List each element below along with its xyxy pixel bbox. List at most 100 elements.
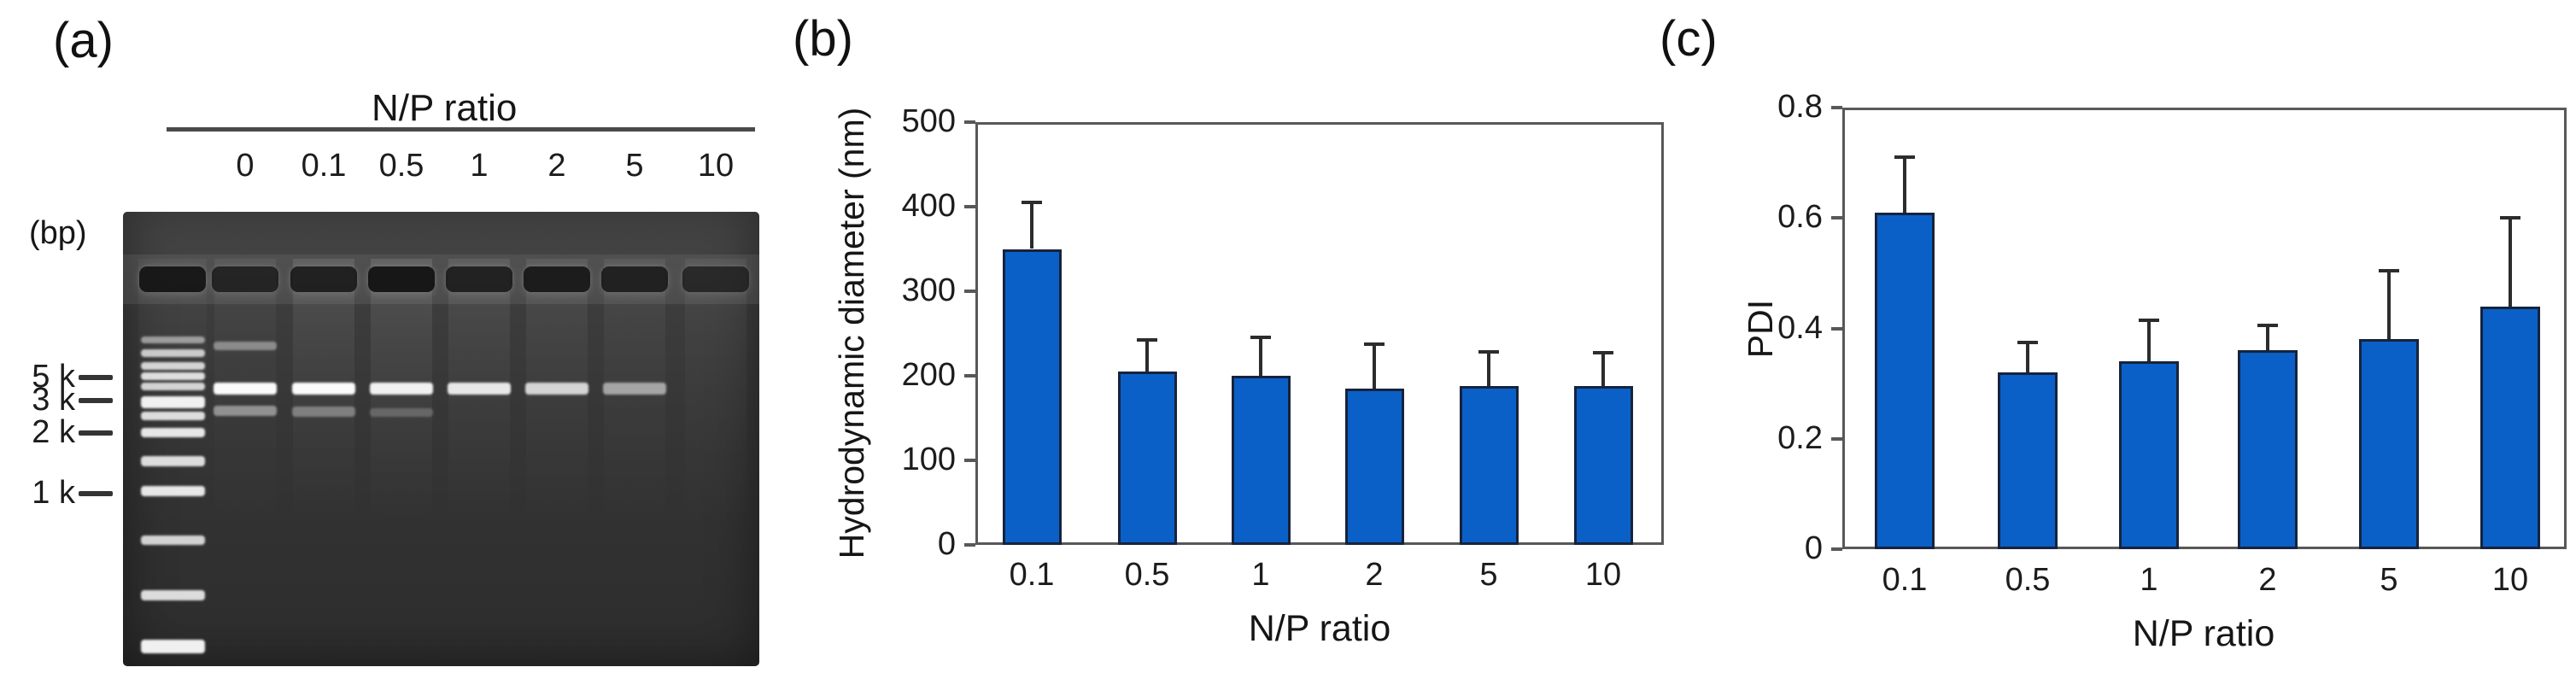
gel-lane-streak	[526, 259, 588, 617]
x-tick-label-hydrodynamic-diameter-10: 10	[1584, 557, 1622, 593]
gel-extra-band-lane-0.5	[370, 408, 433, 417]
x-tick-label-hydrodynamic-diameter-0.5: 0.5	[1124, 557, 1170, 593]
gel-ladder-band	[141, 486, 205, 496]
y-axis-title-pdi: PDI	[1741, 299, 1780, 359]
error-bar-cap-pdi-1	[2139, 318, 2159, 322]
bar-pdi-2	[2238, 350, 2298, 549]
gel-size-marker-label-2k: 2 k	[32, 414, 75, 450]
gel-lane-label-0: 0	[236, 148, 255, 184]
gel-lane-streak	[448, 259, 510, 617]
x-tick-label-pdi-10: 10	[2491, 562, 2529, 598]
y-tick-hydrodynamic-diameter	[964, 459, 975, 462]
gel-image	[123, 212, 759, 666]
error-bar-cap-hydrodynamic-diameter-2	[1364, 342, 1385, 347]
error-bar-cap-hydrodynamic-diameter-0.1	[1022, 201, 1042, 205]
gel-size-marker-dash	[79, 491, 113, 496]
x-tick-label-pdi-0.5: 0.5	[2005, 562, 2051, 598]
y-tick-label-pdi: 0.4	[1777, 309, 1823, 346]
gel-ladder-band	[141, 348, 205, 357]
bp-unit-label: (bp)	[29, 215, 87, 251]
gel-ladder-band	[141, 336, 205, 343]
gel-ladder-band	[141, 382, 205, 390]
x-tick-label-pdi-1: 1	[2140, 562, 2158, 598]
error-bar-cap-hydrodynamic-diameter-5	[1478, 350, 1499, 354]
error-bar-stem-hydrodynamic-diameter-2	[1373, 344, 1376, 389]
gel-sample-band-lane-2	[525, 383, 588, 395]
y-tick-pdi	[1831, 547, 1842, 551]
error-bar-cap-pdi-5	[2379, 268, 2399, 272]
x-axis-title-hydrodynamic-diameter: N/P ratio	[1248, 608, 1391, 649]
bar-pdi-1	[2119, 361, 2179, 549]
gel-sample-band-lane-0.1	[292, 383, 355, 395]
x-tick-label-hydrodynamic-diameter-0.1: 0.1	[1009, 557, 1055, 593]
gel-size-marker-dash	[79, 398, 113, 403]
y-tick-label-pdi: 0.2	[1777, 419, 1823, 456]
y-tick-label-pdi: 0	[1804, 530, 1823, 566]
error-bar-stem-hydrodynamic-diameter-5	[1487, 352, 1490, 386]
error-bar-stem-pdi-0.5	[2026, 342, 2029, 373]
y-tick-hydrodynamic-diameter	[964, 374, 975, 377]
bar-pdi-0.1	[1875, 212, 1935, 549]
y-tick-hydrodynamic-diameter	[964, 120, 975, 124]
x-tick-label-hydrodynamic-diameter-2: 2	[1365, 557, 1384, 593]
error-bar-stem-pdi-0.1	[1903, 157, 1906, 213]
y-tick-label-hydrodynamic-diameter: 500	[901, 103, 956, 139]
bar-hydrodynamic-diameter-0.1	[1002, 249, 1062, 545]
gel-size-marker-label-1k: 1 k	[32, 475, 75, 511]
y-tick-pdi	[1831, 216, 1842, 220]
gel-ladder-band	[141, 640, 205, 653]
gel-well	[601, 266, 668, 292]
y-tick-label-hydrodynamic-diameter: 0	[937, 526, 956, 562]
y-tick-pdi	[1831, 436, 1842, 441]
y-tick-hydrodynamic-diameter	[964, 543, 975, 547]
gel-sample-band-lane-1	[448, 383, 511, 395]
x-tick-label-pdi-5: 5	[2380, 562, 2398, 598]
x-tick-label-hydrodynamic-diameter-1: 1	[1251, 557, 1270, 593]
panel-c-label: (c)	[1660, 11, 1718, 67]
gel-ladder-band	[141, 396, 205, 408]
gel-lane-streak	[293, 259, 354, 617]
gel-well	[139, 266, 206, 292]
y-tick-pdi	[1831, 106, 1842, 109]
bar-hydrodynamic-diameter-2	[1344, 388, 1404, 545]
x-axis-title-pdi: N/P ratio	[2132, 613, 2275, 654]
gel-well	[682, 266, 749, 292]
panel-b-label: (b)	[793, 11, 853, 67]
gel-size-marker-dash	[79, 375, 113, 380]
gel-size-marker-dash	[79, 430, 113, 436]
bar-pdi-5	[2359, 339, 2419, 549]
gel-ladder-band	[141, 372, 205, 380]
error-bar-stem-pdi-2	[2266, 325, 2269, 351]
y-tick-hydrodynamic-diameter	[964, 205, 975, 208]
gel-header-rule	[167, 127, 755, 132]
gel-lane-label-0.1: 0.1	[301, 148, 347, 184]
y-axis-title-hydrodynamic-diameter: Hydrodynamic diameter (nm)	[832, 107, 871, 559]
gel-size-marker-label-5k: 5 k	[32, 359, 75, 395]
bar-pdi-10	[2480, 306, 2540, 549]
error-bar-cap-pdi-2	[2257, 324, 2278, 328]
error-bar-cap-hydrodynamic-diameter-1	[1250, 336, 1271, 340]
gel-well	[290, 266, 357, 292]
y-tick-label-pdi: 0.8	[1777, 89, 1823, 125]
y-tick-label-hydrodynamic-diameter: 400	[901, 188, 956, 224]
plot-frame-pdi	[1842, 108, 2567, 549]
gel-extra-band-lane-0	[214, 406, 277, 416]
error-bar-stem-pdi-1	[2147, 319, 2151, 362]
gel-size-marker-label-3k: 3 k	[32, 382, 75, 418]
error-bar-cap-pdi-10	[2500, 216, 2520, 220]
bar-pdi-0.5	[1998, 372, 2058, 549]
x-tick-label-pdi-2: 2	[2258, 562, 2277, 598]
panel-a-label: (a)	[53, 13, 114, 68]
error-bar-cap-hydrodynamic-diameter-0.5	[1137, 338, 1157, 342]
bar-hydrodynamic-diameter-10	[1573, 385, 1633, 545]
gel-well	[524, 266, 590, 292]
gel-lane-streak	[371, 259, 432, 617]
gel-sample-band-lane-5	[603, 383, 666, 395]
error-bar-stem-pdi-10	[2509, 218, 2512, 307]
gel-ladder-band	[141, 535, 205, 545]
gel-lane-label-2: 2	[547, 148, 566, 184]
y-tick-label-hydrodynamic-diameter: 100	[901, 442, 956, 477]
gel-well	[368, 266, 435, 292]
gel-extra-band-lane-0.1	[292, 407, 355, 417]
